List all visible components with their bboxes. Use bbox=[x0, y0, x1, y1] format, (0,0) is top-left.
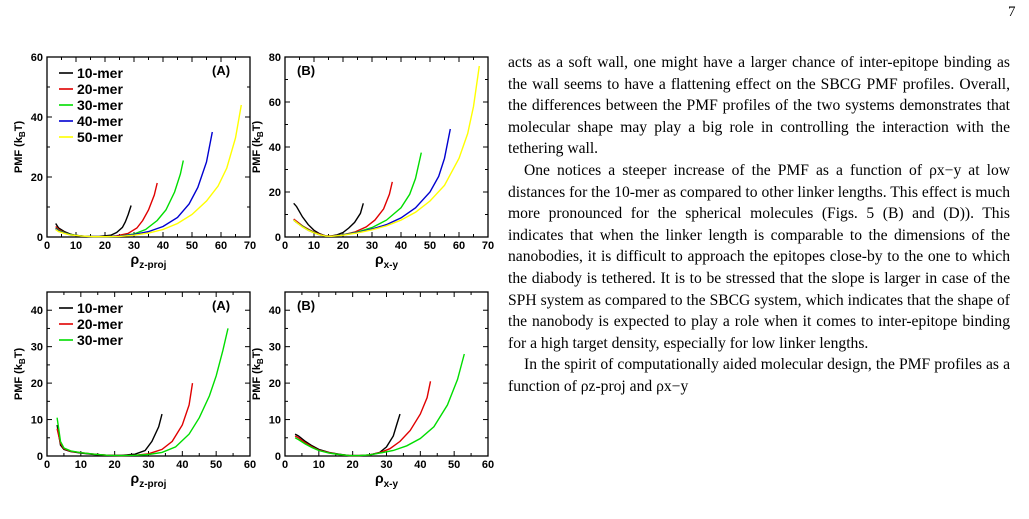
y-tick-label: 80 bbox=[269, 52, 281, 64]
panel-label: (A) bbox=[212, 63, 230, 78]
y-axis-label: PMF (kBT) bbox=[251, 121, 265, 174]
x-tick-label: 0 bbox=[282, 459, 288, 471]
x-tick-label: 20 bbox=[109, 459, 121, 471]
y-tick-label: 10 bbox=[269, 415, 281, 427]
x-axis-label: ρz-proj bbox=[131, 251, 167, 271]
series-line-20-mer bbox=[56, 382, 194, 457]
y-tick-label: 0 bbox=[37, 232, 43, 244]
paragraph: One notices a steeper increase of the PM… bbox=[508, 161, 1010, 352]
legend-label: 30-mer bbox=[77, 97, 123, 113]
series-line-50-mer bbox=[55, 104, 242, 238]
x-tick-label: 0 bbox=[282, 240, 288, 252]
y-tick-label: 60 bbox=[31, 52, 43, 64]
y-tick-label: 30 bbox=[269, 342, 281, 354]
series-line-10-mer bbox=[293, 202, 364, 237]
x-tick-label: 30 bbox=[366, 240, 378, 252]
series-line-10-mer bbox=[55, 205, 132, 238]
legend-label: 40-mer bbox=[77, 113, 123, 129]
legend-label: 10-mer bbox=[77, 65, 123, 81]
x-tick-label: 30 bbox=[380, 459, 392, 471]
panel-label: (B) bbox=[297, 63, 315, 78]
x-axis-label: ρz-proj bbox=[131, 470, 167, 490]
x-tick-label: 20 bbox=[337, 240, 349, 252]
y-axis-label: PMF (kBT) bbox=[13, 348, 27, 401]
series-line-30-mer bbox=[56, 328, 229, 457]
legend-label: 20-mer bbox=[77, 81, 123, 97]
x-tick-label: 50 bbox=[210, 459, 222, 471]
legend-label: 10-mer bbox=[77, 300, 123, 316]
x-tick-label: 40 bbox=[395, 240, 407, 252]
plot-frame bbox=[284, 56, 489, 238]
series-line-50-mer bbox=[293, 65, 480, 238]
x-tick-label: 40 bbox=[414, 459, 426, 471]
paragraph: In the spirit of computationally aided m… bbox=[508, 356, 1010, 395]
x-tick-label: 30 bbox=[142, 459, 154, 471]
series-line-40-mer bbox=[293, 128, 451, 238]
x-tick-label: 50 bbox=[186, 240, 198, 252]
y-tick-label: 20 bbox=[269, 187, 281, 199]
series-line-40-mer bbox=[55, 131, 213, 238]
x-tick-label: 0 bbox=[44, 459, 50, 471]
series-line-30-mer bbox=[293, 152, 422, 238]
y-tick-label: 40 bbox=[269, 142, 281, 154]
series-line-10-mer bbox=[56, 413, 163, 456]
x-axis-label: ρx-y bbox=[375, 470, 399, 490]
x-tick-label: 10 bbox=[70, 240, 82, 252]
y-tick-label: 20 bbox=[31, 378, 43, 390]
x-tick-label: 20 bbox=[347, 459, 359, 471]
series-line-30-mer bbox=[294, 353, 465, 457]
x-tick-label: 60 bbox=[215, 240, 227, 252]
plot-frame bbox=[284, 291, 489, 457]
panel-label: (B) bbox=[297, 298, 315, 313]
text-column: acts as a soft wall, one might have a la… bbox=[508, 52, 1010, 398]
legend-label: 50-mer bbox=[77, 129, 123, 145]
y-tick-label: 0 bbox=[37, 451, 43, 463]
series-line-20-mer bbox=[55, 182, 158, 238]
series-line-10-mer bbox=[294, 413, 401, 457]
x-tick-label: 70 bbox=[244, 240, 256, 252]
x-tick-label: 10 bbox=[308, 240, 320, 252]
y-tick-label: 10 bbox=[31, 415, 43, 427]
y-tick-label: 20 bbox=[269, 378, 281, 390]
x-tick-label: 40 bbox=[157, 240, 169, 252]
y-tick-label: 0 bbox=[275, 451, 281, 463]
x-tick-label: 40 bbox=[176, 459, 188, 471]
paragraph: acts as a soft wall, one might have a la… bbox=[508, 54, 1010, 158]
x-tick-label: 50 bbox=[448, 459, 460, 471]
x-tick-label: 20 bbox=[99, 240, 111, 252]
y-tick-label: 60 bbox=[269, 97, 281, 109]
y-tick-label: 0 bbox=[275, 232, 281, 244]
y-axis-label: PMF (kBT) bbox=[13, 121, 27, 174]
x-axis-label: ρx-y bbox=[375, 251, 399, 271]
y-tick-label: 30 bbox=[31, 342, 43, 354]
y-tick-label: 40 bbox=[31, 112, 43, 124]
y-tick-label: 40 bbox=[31, 305, 43, 317]
x-tick-label: 30 bbox=[128, 240, 140, 252]
figure: 0 10 20 30 40 50 60 70 0 20 40 60 ρz-proj PMF (kBT) (A… bbox=[0, 0, 500, 519]
x-tick-label: 0 bbox=[44, 240, 50, 252]
y-axis-label: PMF (kBT) bbox=[251, 348, 265, 401]
x-tick-label: 10 bbox=[75, 459, 87, 471]
y-tick-label: 20 bbox=[31, 172, 43, 184]
page-number: 7 bbox=[1008, 4, 1016, 20]
x-tick-label: 10 bbox=[313, 459, 325, 471]
x-tick-label: 60 bbox=[244, 459, 256, 471]
panel-label: (A) bbox=[212, 298, 230, 313]
x-tick-label: 60 bbox=[482, 459, 494, 471]
legend-label: 20-mer bbox=[77, 316, 123, 332]
x-tick-label: 70 bbox=[482, 240, 494, 252]
x-tick-label: 60 bbox=[453, 240, 465, 252]
x-tick-label: 50 bbox=[424, 240, 436, 252]
figure-canvas: 0 10 20 30 40 50 60 70 0 20 40 60 ρz-proj PMF (kBT) (A… bbox=[13, 52, 494, 490]
legend-label: 30-mer bbox=[77, 332, 123, 348]
y-tick-label: 40 bbox=[269, 305, 281, 317]
